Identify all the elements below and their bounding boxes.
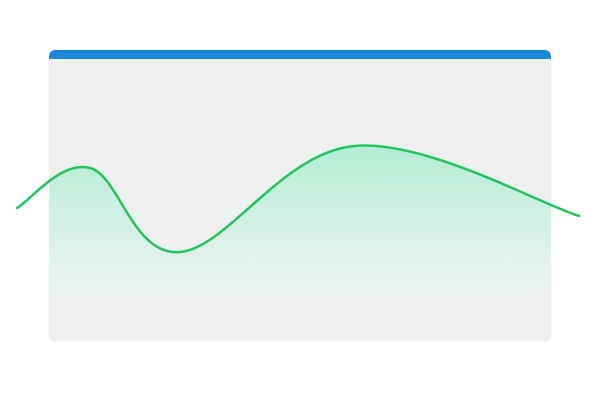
window-accent-bar	[49, 50, 551, 59]
area-fill-group	[49, 145, 551, 292]
series-line-group	[15, 144, 581, 254]
series-area-fill	[49, 145, 551, 292]
series-line	[15, 144, 581, 254]
